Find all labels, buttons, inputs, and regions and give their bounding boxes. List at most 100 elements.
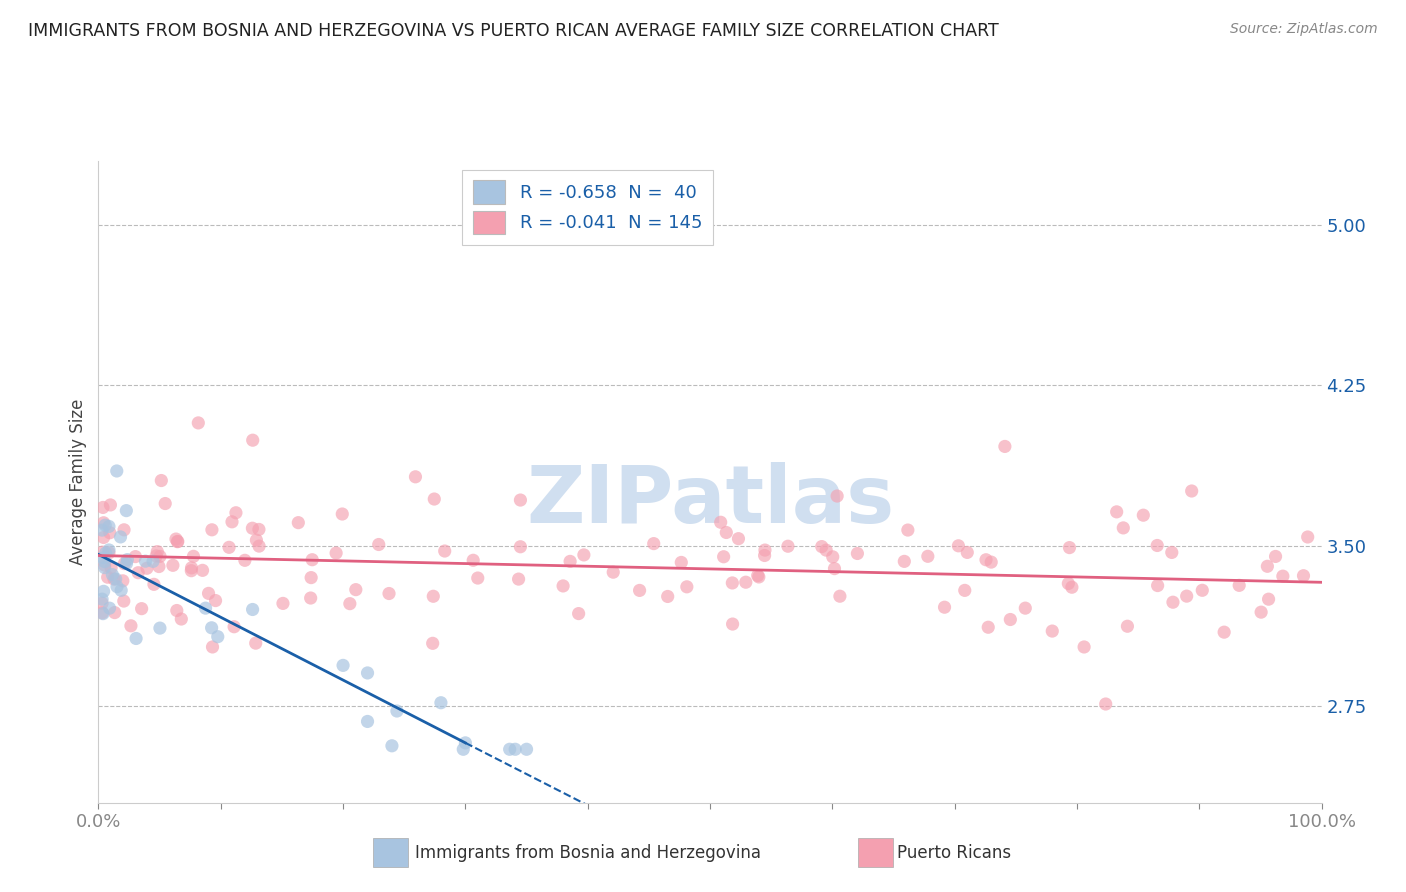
Point <box>94 518 117 533</box>
Text: Puerto Ricans: Puerto Ricans <box>897 844 1011 862</box>
Point <box>166 603 188 617</box>
Point <box>1073 640 1095 654</box>
Point <box>422 636 444 650</box>
Point <box>509 493 531 508</box>
Point <box>93 558 115 573</box>
Point <box>1132 508 1154 523</box>
Point <box>101 567 124 582</box>
Point <box>977 620 1000 634</box>
Bar <box>373 838 408 867</box>
Point <box>330 507 353 521</box>
Point <box>1060 580 1083 594</box>
Point <box>142 577 165 591</box>
Point <box>754 549 776 563</box>
Point <box>165 532 187 546</box>
Point <box>433 544 456 558</box>
Point <box>145 549 167 563</box>
Point <box>242 521 264 535</box>
Point <box>454 736 477 750</box>
Point <box>271 596 294 610</box>
Point <box>721 576 744 591</box>
Point <box>242 433 264 447</box>
Point <box>98 546 121 560</box>
Point <box>245 636 267 650</box>
Point <box>242 602 264 616</box>
Text: ZIPatlas: ZIPatlas <box>526 462 894 540</box>
Point <box>893 554 915 568</box>
Point <box>628 583 651 598</box>
Point <box>170 612 193 626</box>
Point <box>953 583 976 598</box>
Point <box>356 714 378 729</box>
Point <box>1105 505 1128 519</box>
Point <box>657 590 679 604</box>
Point <box>934 600 956 615</box>
Point <box>124 549 146 564</box>
Point <box>93 531 115 545</box>
Point <box>980 555 1002 569</box>
Point <box>956 545 979 559</box>
Point <box>1271 569 1294 583</box>
Point <box>994 439 1017 453</box>
Point <box>1000 613 1022 627</box>
Point <box>1250 605 1272 619</box>
Point <box>134 554 156 568</box>
Point <box>325 546 347 560</box>
Point <box>710 516 733 530</box>
Point <box>713 549 735 564</box>
Point <box>149 621 172 635</box>
Point <box>93 550 115 565</box>
Point <box>1227 578 1250 592</box>
Point <box>821 549 844 564</box>
Point <box>194 601 217 615</box>
Point <box>201 621 224 635</box>
Point <box>180 564 202 578</box>
Point <box>125 632 148 646</box>
Point <box>509 540 531 554</box>
Point <box>111 574 134 588</box>
Point <box>98 543 121 558</box>
Point <box>91 606 114 620</box>
Point <box>1160 545 1182 559</box>
Point <box>572 548 595 562</box>
Point <box>112 594 135 608</box>
Point <box>93 555 115 569</box>
Point <box>846 546 869 560</box>
Point <box>378 586 401 600</box>
Point <box>356 665 378 680</box>
Point <box>747 568 769 582</box>
Point <box>93 516 115 530</box>
Point <box>233 553 256 567</box>
Point <box>948 539 970 553</box>
Point <box>148 559 170 574</box>
Point <box>430 696 453 710</box>
Point <box>974 553 997 567</box>
Point <box>201 523 224 537</box>
Point <box>676 580 699 594</box>
Point <box>339 597 361 611</box>
Point <box>98 601 121 615</box>
Point <box>103 572 125 586</box>
Point <box>568 607 591 621</box>
Point <box>150 474 173 488</box>
Point <box>115 503 138 517</box>
Point <box>1014 601 1036 615</box>
Point <box>91 545 114 559</box>
Point <box>558 554 581 568</box>
Point <box>245 533 267 548</box>
Point <box>716 525 738 540</box>
Point <box>91 607 114 621</box>
Point <box>824 561 846 575</box>
Point <box>721 617 744 632</box>
Point <box>1257 592 1279 607</box>
Point <box>1292 568 1315 582</box>
Point <box>105 464 128 478</box>
Point <box>344 582 367 597</box>
Point <box>1296 530 1319 544</box>
Point <box>1146 578 1168 592</box>
Point <box>155 497 177 511</box>
Point <box>1059 541 1081 555</box>
Point <box>131 601 153 615</box>
Point <box>110 583 132 598</box>
Point <box>224 620 246 634</box>
